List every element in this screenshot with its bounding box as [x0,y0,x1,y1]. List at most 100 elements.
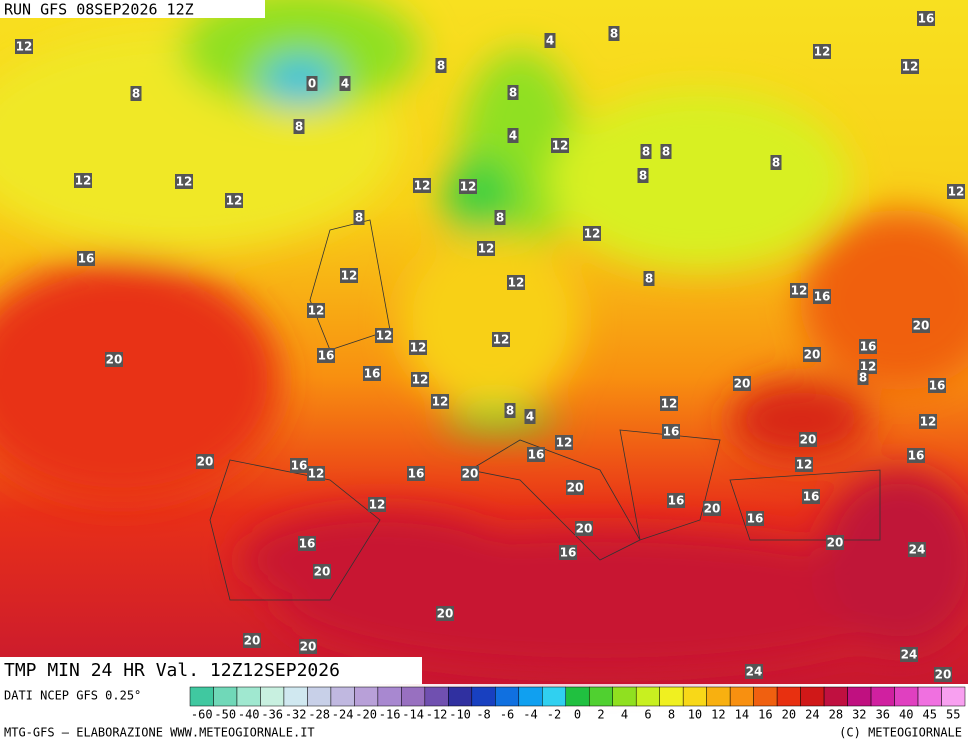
label-box [15,39,33,54]
label-box [608,26,620,41]
label-box [637,168,649,183]
temperature-label: 12 [584,227,601,241]
colorbar-tick-label: -40 [238,708,260,722]
label-box [640,144,652,159]
temperature-label: 16 [747,512,764,526]
colorbar-swatch [706,686,731,707]
colorbar: -60 -50 -40 -36 -32 -28 -24 -20 -16 -14 -12 -10 -8 -6… [189,686,966,722]
colorbar-swatch [213,686,238,707]
colorbar-swatch [917,686,942,707]
colorbar-swatch [753,686,778,707]
temperature-label: 12 [661,397,678,411]
temperature-label: 12 [902,60,919,74]
label-box [907,448,925,463]
colorbar-tick-label: -2 [547,708,561,722]
label-box [928,378,946,393]
temperature-label: 20 [106,353,123,367]
colorbar-swatch [330,686,355,707]
label-box [813,289,831,304]
temperature-label: 12 [796,458,813,472]
label-box [802,489,820,504]
temperature-label: 8 [639,169,647,183]
colorbar-swatch [260,686,285,707]
label-box [299,639,317,654]
colorbar-swatch [354,686,379,707]
colorbar-swatch [377,686,402,707]
label-box [901,59,919,74]
label-box [803,347,821,362]
colorbar-tick-label: 10 [688,708,702,722]
colorbar-swatch [612,686,637,707]
temperature-label: 20 [800,433,817,447]
temperature-label: 16 [929,379,946,393]
footer-right: (C) METEOGIORNALE [839,726,962,740]
label-box [368,497,386,512]
colorbar-tick-label: -36 [261,708,283,722]
colorbar-swatch [189,686,214,707]
label-box [660,396,678,411]
temperature-label: 4 [341,77,349,91]
label-box [544,33,556,48]
colorbar-tick-label: 6 [644,708,651,722]
label-box [409,340,427,355]
label-box [339,76,351,91]
temperature-label: 16 [803,490,820,504]
temperature-label: 20 [314,565,331,579]
colorbar-swatch [635,686,660,707]
temperature-label: 4 [509,129,517,143]
label-box [703,501,721,516]
label-box [293,119,305,134]
source-label: DATI NCEP GFS 0.25° [4,689,141,703]
temperature-label: 12 [414,179,431,193]
temperature-label: 20 [197,455,214,469]
temperature-label: 12 [432,395,449,409]
colorbar-tick-label: -14 [402,708,424,722]
temperature-label: 20 [913,319,930,333]
label-box [551,138,569,153]
colorbar-tick-label: 32 [852,708,866,722]
temperature-label: 12 [176,175,193,189]
colorbar-tick-label: -24 [332,708,354,722]
temperature-label: 16 [908,449,925,463]
temperature-label: 8 [662,145,670,159]
label-box [494,210,506,225]
temperature-label: 20 [734,377,751,391]
label-box [290,458,308,473]
label-box [795,457,813,472]
label-box [435,58,447,73]
label-box [746,511,764,526]
colorbar-tick-label: -8 [476,708,490,722]
label-box [74,173,92,188]
temperature-label: 12 [75,174,92,188]
colorbar-tick-label: -4 [523,708,537,722]
colorbar-swatch [495,686,520,707]
label-box [313,564,331,579]
colorbar-tick-label: -50 [214,708,236,722]
label-box [477,241,495,256]
temperature-label: 12 [920,415,937,429]
temperature-label: 12 [308,467,325,481]
colorbar-tick-label: 55 [946,708,960,722]
temperature-label: 12 [556,436,573,450]
temperature-label: 12 [791,284,808,298]
temperature-label: 8 [772,156,780,170]
colorbar-tick-label: -6 [500,708,514,722]
colorbar-swatch [894,686,919,707]
temperature-label: 20 [576,522,593,536]
label-box [559,545,577,560]
label-box [407,466,425,481]
colorbar-tick-label: -10 [449,708,471,722]
label-box [504,403,516,418]
temperature-label: 12 [412,373,429,387]
colorbar-swatch [518,686,543,707]
temperature-label: 20 [437,607,454,621]
label-box [662,424,680,439]
run-label: RUN GFS 08SEP2026 12Z [4,1,194,19]
temperature-label: 16 [408,467,425,481]
label-box [461,466,479,481]
label-box [298,536,316,551]
temperature-label: 20 [244,634,261,648]
label-box [917,11,935,26]
label-box [524,409,536,424]
temperature-label: 12 [226,194,243,208]
